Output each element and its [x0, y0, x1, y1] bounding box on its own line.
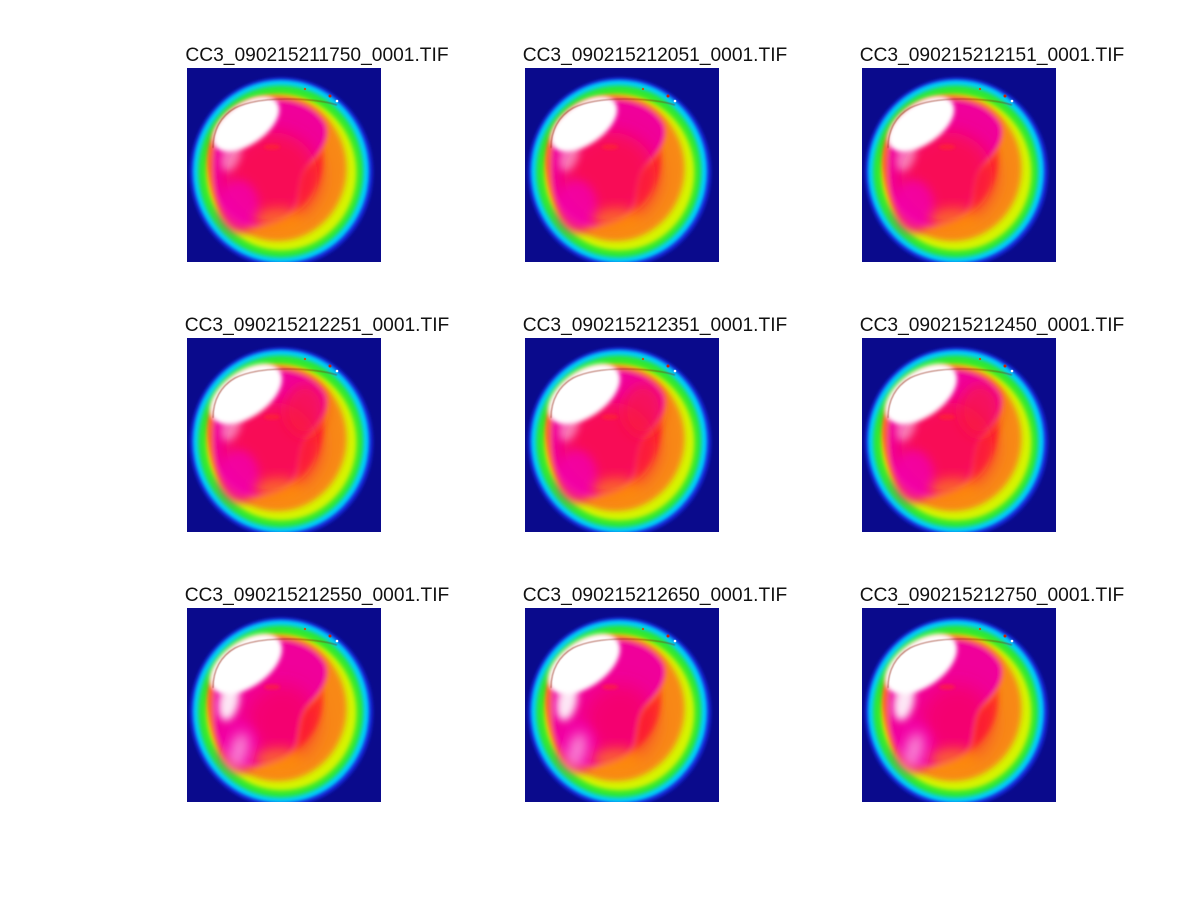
svg-text:CC3_090215212650_0001.TIF: CC3_090215212650_0001.TIF [523, 585, 788, 606]
svg-text:CC3_090215212051_0001.TIF: CC3_090215212051_0001.TIF [523, 45, 788, 66]
svg-text:CC3_090215212151_0001.TIF: CC3_090215212151_0001.TIF [860, 45, 1125, 66]
svg-text:CC3_090215212550_0001.TIF: CC3_090215212550_0001.TIF [185, 585, 450, 606]
svg-text:CC3_090215212450_0001.TIF: CC3_090215212450_0001.TIF [860, 315, 1125, 336]
svg-text:CC3_090215212251_0001.TIF: CC3_090215212251_0001.TIF [185, 315, 450, 336]
svg-text:CC3_090215212351_0001.TIF: CC3_090215212351_0001.TIF [523, 315, 788, 336]
svg-text:CC3_090215212750_0001.TIF: CC3_090215212750_0001.TIF [860, 585, 1125, 606]
svg-text:CC3_090215211750_0001.TIF: CC3_090215211750_0001.TIF [185, 45, 448, 66]
